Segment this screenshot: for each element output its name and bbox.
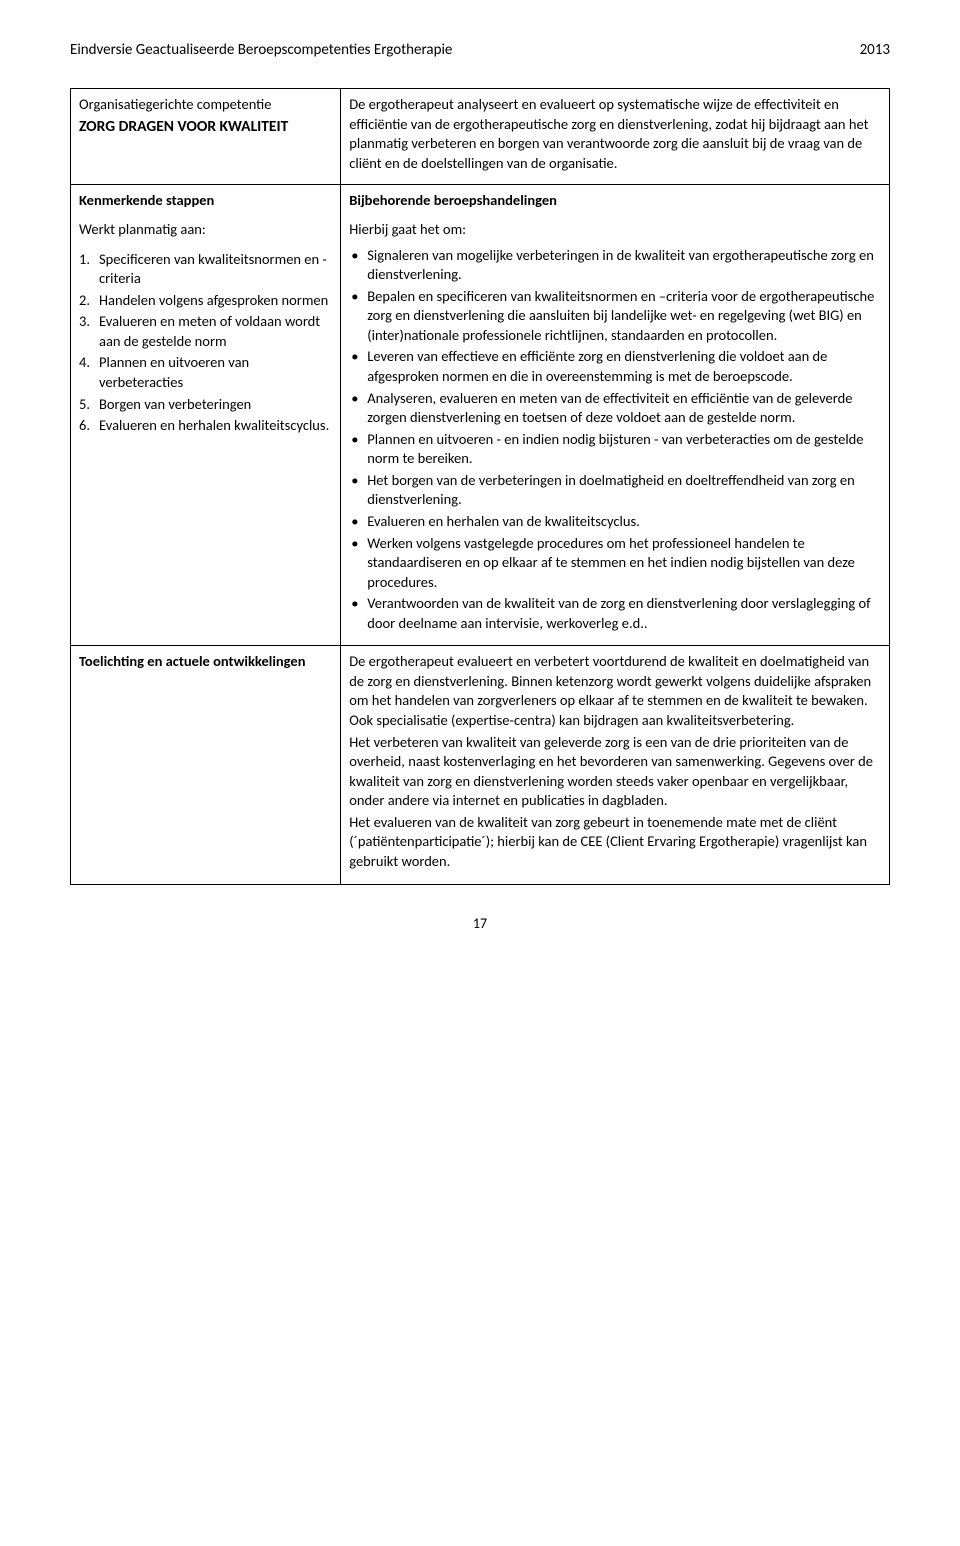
steps-subheading: Werkt planmatig aan: (79, 220, 332, 240)
list-item: •Leveren van effectieve en efficiënte zo… (349, 347, 881, 386)
actions-list: •Signaleren van mogelijke verbeteringen … (349, 246, 881, 634)
list-item: •Plannen en uitvoeren - en indien nodig … (349, 430, 881, 469)
bullet-icon: • (349, 389, 367, 428)
list-text: Signaleren van mogelijke verbeteringen i… (367, 246, 881, 285)
list-item: 5.Borgen van verbeteringen (79, 395, 332, 415)
list-text: Evalueren en herhalen kwaliteitscyclus. (99, 416, 332, 436)
list-text: Specificeren van kwaliteits­normen en -c… (99, 250, 332, 289)
bullet-icon: • (349, 347, 367, 386)
steps-list: 1.Specificeren van kwaliteits­normen en … (79, 250, 332, 436)
table-row: Organisatiegerichte competentie ZORG DRA… (71, 89, 890, 184)
list-item: 2.Handelen volgens afgesproken normen (79, 291, 332, 311)
page-number: 17 (70, 915, 890, 934)
description-text: De ergotherapeut analyseert en evalueert… (349, 95, 881, 173)
toelichting-p2: Het verbeteren van kwaliteit van gelever… (349, 733, 881, 811)
cell-toelichting-heading: Toelichting en actuele ontwikkelingen (71, 646, 341, 884)
list-item: •Evalueren en herhalen van de kwaliteits… (349, 512, 881, 532)
list-text: Handelen volgens afgesproken normen (99, 291, 332, 311)
list-text: Evalueren en herhalen van de kwaliteitsc… (367, 512, 881, 532)
table-row: Toelichting en actuele ontwikkelingen De… (71, 646, 890, 884)
bullet-icon: • (349, 471, 367, 510)
cell-toelichting-body: De ergotherapeut evalueert en verbetert … (341, 646, 890, 884)
toelichting-p1: De ergotherapeut evalueert en verbetert … (349, 652, 881, 730)
list-text: Werken volgens vastgelegde procedures om… (367, 534, 881, 593)
list-number: 1. (79, 250, 99, 289)
list-text: Plannen en uitvoeren - en indien nodig b… (367, 430, 881, 469)
actions-subheading: Hierbij gaat het om: (349, 220, 881, 240)
bullet-icon: • (349, 246, 367, 285)
list-item: •Bepalen en specificeren van kwaliteitsn… (349, 287, 881, 346)
actions-heading: Bijbehorende beroepshandelingen (349, 191, 881, 211)
list-item: •Analyseren, evalueren en meten van de e… (349, 389, 881, 428)
bullet-icon: • (349, 594, 367, 633)
cell-steps: Kenmerkende stappen Werkt planmatig aan:… (71, 184, 341, 646)
list-number: 2. (79, 291, 99, 311)
cell-org-competentie: Organisatiegerichte competentie ZORG DRA… (71, 89, 341, 184)
list-text: Leveren van effectieve en efficiënte zor… (367, 347, 881, 386)
bullet-icon: • (349, 534, 367, 593)
list-number: 5. (79, 395, 99, 415)
steps-heading: Kenmerkende stappen (79, 191, 332, 211)
list-text: Evalueren en meten of voldaan wordt aan … (99, 312, 332, 351)
list-text: Verantwoorden van de kwaliteit van de zo… (367, 594, 881, 633)
list-text: Het borgen van de verbeteringen in doelm… (367, 471, 881, 510)
list-item: •Verantwoorden van de kwaliteit van de z… (349, 594, 881, 633)
cell-actions: Bijbehorende beroepshandelingen Hierbij … (341, 184, 890, 646)
header-title: Eindversie Geactualiseerde Beroepscompet… (70, 40, 452, 60)
list-item: •Signaleren van mogelijke verbeteringen … (349, 246, 881, 285)
list-text: Analyseren, evalueren en meten van de ef… (367, 389, 881, 428)
list-number: 4. (79, 353, 99, 392)
org-competentie-title: ZORG DRAGEN VOOR KWALITEIT (79, 117, 332, 138)
competency-table: Organisatiegerichte competentie ZORG DRA… (70, 88, 890, 884)
list-item: 6.Evalueren en herhalen kwaliteitscyclus… (79, 416, 332, 436)
bullet-icon: • (349, 430, 367, 469)
list-text: Bepalen en specificeren van kwaliteitsno… (367, 287, 881, 346)
list-text: Plannen en uitvoeren van verbeteracties (99, 353, 332, 392)
bullet-icon: • (349, 512, 367, 532)
page-header: Eindversie Geactualiseerde Beroepscompet… (70, 40, 890, 60)
toelichting-heading: Toelichting en actuele ontwikkelingen (79, 652, 332, 672)
toelichting-p3: Het evalueren van de kwaliteit van zorg … (349, 813, 881, 872)
org-competentie-label: Organisatiegerichte competentie (79, 95, 332, 115)
list-item: 1.Specificeren van kwaliteits­normen en … (79, 250, 332, 289)
bullet-icon: • (349, 287, 367, 346)
list-item: •Het borgen van de verbeteringen in doel… (349, 471, 881, 510)
list-text: Borgen van verbeteringen (99, 395, 332, 415)
table-row: Kenmerkende stappen Werkt planmatig aan:… (71, 184, 890, 646)
list-item: •Werken volgens vastgelegde procedures o… (349, 534, 881, 593)
cell-description: De ergotherapeut analyseert en evalueert… (341, 89, 890, 184)
header-year: 2013 (860, 40, 890, 60)
list-number: 6. (79, 416, 99, 436)
list-item: 3.Evalueren en meten of voldaan wordt aa… (79, 312, 332, 351)
list-number: 3. (79, 312, 99, 351)
list-item: 4.Plannen en uitvoeren van verbeteractie… (79, 353, 332, 392)
